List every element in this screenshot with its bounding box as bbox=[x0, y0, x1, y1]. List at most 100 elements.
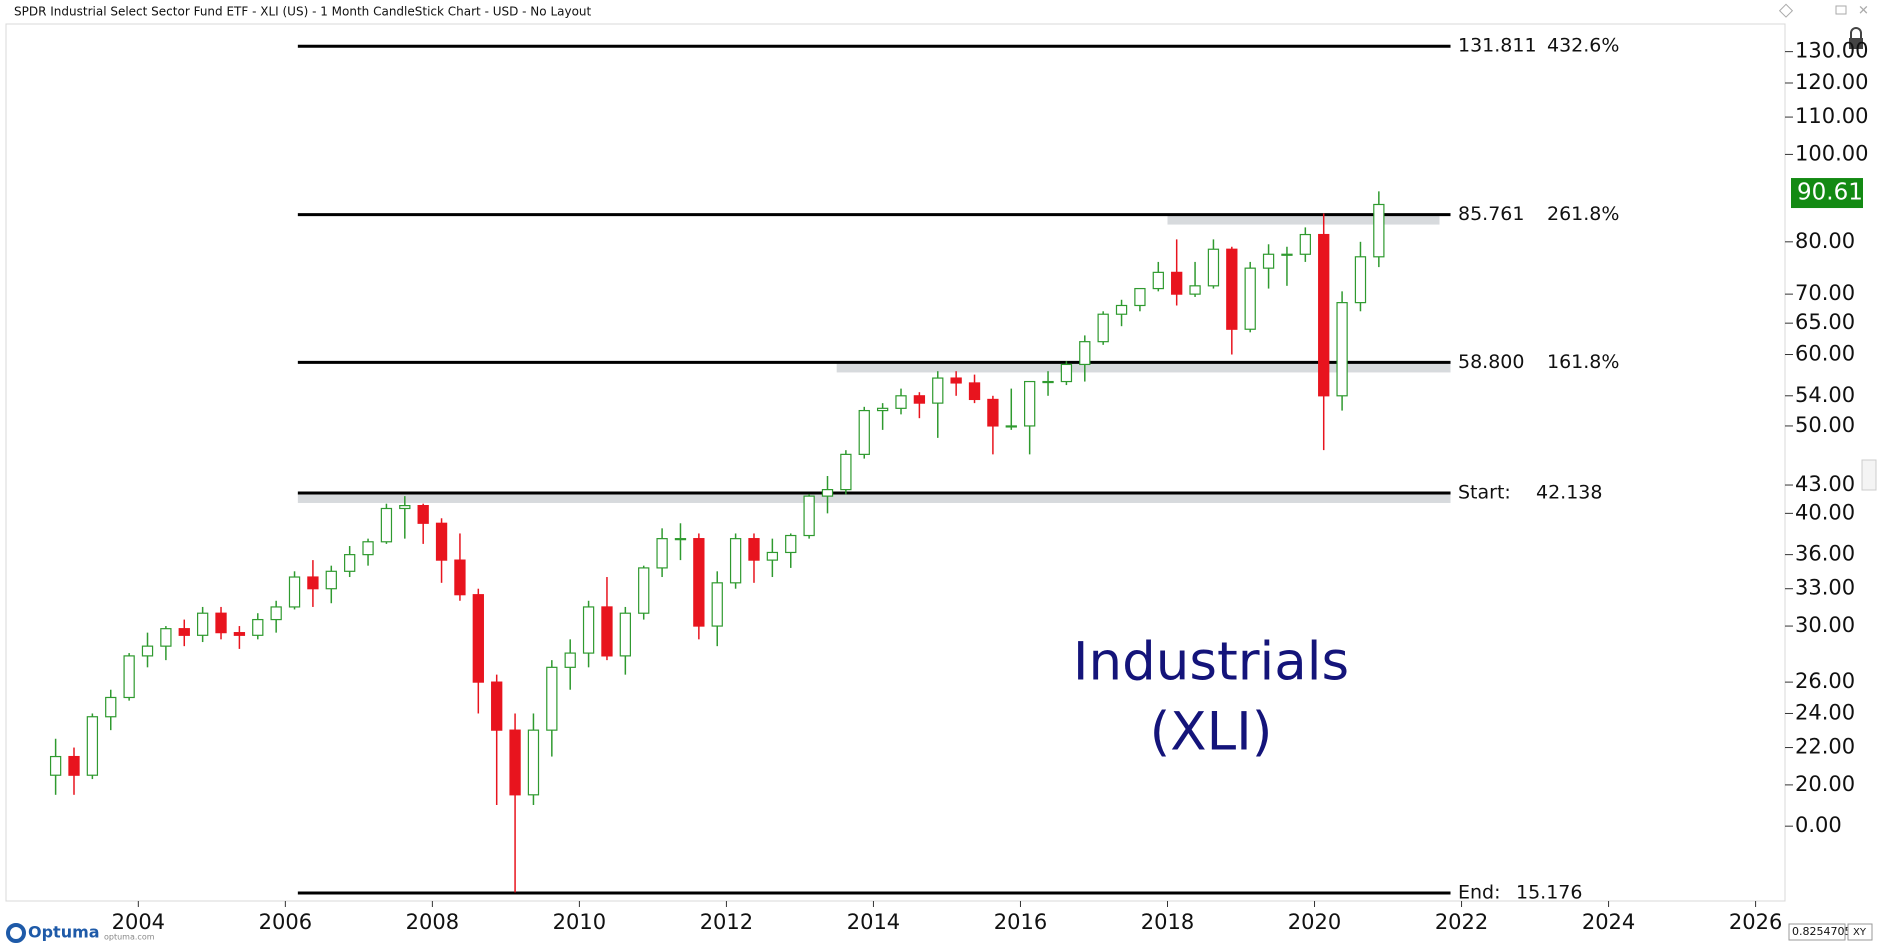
candle-body bbox=[619, 612, 631, 657]
y-tick-label: 70.00 bbox=[1795, 281, 1855, 305]
side-handle[interactable] bbox=[1861, 459, 1877, 491]
x-tick-label: 2012 bbox=[700, 910, 753, 934]
y-tick-label: 40.00 bbox=[1795, 500, 1855, 524]
y-tick-label: 22.00 bbox=[1795, 735, 1855, 759]
candle-body bbox=[987, 398, 999, 427]
candle-body bbox=[693, 538, 705, 627]
y-tick-label: 65.00 bbox=[1795, 310, 1855, 334]
candle-body bbox=[252, 618, 264, 636]
candle-body bbox=[674, 538, 687, 541]
x-tick-label: 2020 bbox=[1288, 910, 1341, 934]
annotation: (XLI) bbox=[1150, 702, 1273, 763]
candle-body bbox=[454, 559, 466, 596]
y-tick-label: 120.00 bbox=[1795, 70, 1868, 94]
x-tick-label: 2026 bbox=[1729, 910, 1782, 934]
y-tick-label: 100.00 bbox=[1795, 141, 1868, 165]
y-tick-label: 0.00 bbox=[1795, 813, 1842, 837]
candle-body bbox=[288, 576, 301, 608]
candle-body bbox=[858, 409, 870, 455]
level-prefix: End: bbox=[1458, 882, 1501, 904]
level-value: 15.176 bbox=[1516, 882, 1582, 904]
close-icon[interactable]: ✕ bbox=[1858, 4, 1869, 19]
candle-body bbox=[307, 576, 319, 590]
candle-body bbox=[1115, 304, 1128, 315]
level-suffix: 432.6% bbox=[1547, 35, 1619, 57]
x-tick-label: 2018 bbox=[1141, 910, 1194, 934]
candle-body bbox=[711, 582, 723, 627]
candle-body bbox=[380, 507, 393, 543]
y-tick-label: 36.00 bbox=[1795, 542, 1855, 566]
x-tick-label: 2016 bbox=[994, 910, 1047, 934]
candle-body bbox=[270, 606, 282, 621]
level-value: 42.138 bbox=[1536, 481, 1602, 503]
candle-body bbox=[160, 628, 172, 647]
candle-body bbox=[766, 551, 779, 561]
x-tick-label: 2014 bbox=[847, 910, 900, 934]
y-tick-label: 80.00 bbox=[1795, 229, 1855, 253]
annotation: Industrials bbox=[1073, 632, 1349, 693]
candle-body bbox=[1060, 363, 1073, 383]
candle-body bbox=[1079, 341, 1091, 366]
candle-body bbox=[1281, 253, 1293, 256]
level-band bbox=[836, 362, 1451, 373]
candle-body bbox=[435, 522, 448, 561]
candle-body bbox=[325, 570, 337, 590]
y-tick-label: 43.00 bbox=[1795, 472, 1855, 496]
candle-body bbox=[546, 666, 558, 731]
chart-title: SPDR Industrial Select Sector Fund ETF -… bbox=[14, 5, 592, 19]
x-tick-label: 2006 bbox=[259, 910, 312, 934]
x-tick-label: 2024 bbox=[1582, 910, 1635, 934]
logo-mark bbox=[6, 923, 26, 943]
candle-body bbox=[68, 755, 80, 776]
candle-body bbox=[1226, 248, 1238, 330]
level-band bbox=[1167, 214, 1440, 225]
y-tick-label: 30.00 bbox=[1795, 613, 1855, 637]
candle-body bbox=[876, 407, 889, 412]
window-icons: ✕ bbox=[1778, 3, 1869, 49]
candle-body bbox=[950, 377, 962, 384]
lock-icon[interactable] bbox=[1849, 38, 1863, 49]
candle-body bbox=[1097, 313, 1109, 343]
xy-button[interactable] bbox=[1847, 923, 1873, 941]
candle-body bbox=[748, 538, 760, 561]
candle-body bbox=[178, 628, 190, 636]
candle-body bbox=[362, 541, 374, 556]
xy-label[interactable]: XY bbox=[1853, 927, 1867, 938]
candle-body bbox=[1024, 380, 1036, 427]
optuma-logo: Optuma optuma.com bbox=[6, 923, 155, 943]
candle-body bbox=[233, 632, 246, 636]
y-tick-label: 130.00 bbox=[1795, 39, 1868, 63]
y-tick-label: 24.00 bbox=[1795, 700, 1855, 724]
candle-body bbox=[1152, 271, 1164, 290]
candle-body bbox=[1207, 248, 1220, 287]
x-tick-label: 2004 bbox=[112, 910, 165, 934]
icon[interactable] bbox=[1778, 3, 1794, 18]
candle-body bbox=[1354, 256, 1367, 304]
lock-shackle bbox=[1850, 27, 1862, 38]
plot-frame bbox=[5, 23, 1786, 902]
candle-body bbox=[1244, 267, 1256, 330]
candle-body bbox=[564, 652, 576, 668]
candle-body bbox=[105, 696, 117, 718]
candle-body bbox=[509, 729, 521, 796]
level-band bbox=[297, 492, 1451, 503]
candle-body bbox=[344, 554, 356, 572]
candle-body bbox=[49, 755, 62, 776]
candle-body bbox=[1171, 271, 1183, 295]
candle-body bbox=[472, 594, 484, 683]
icon[interactable] bbox=[1835, 5, 1847, 15]
candle-body bbox=[1336, 302, 1348, 397]
candle-body bbox=[638, 567, 650, 614]
candle-body bbox=[821, 489, 834, 497]
level-prefix: Start: bbox=[1458, 481, 1511, 503]
y-tick-label: 54.00 bbox=[1795, 383, 1855, 407]
candle-body bbox=[417, 505, 429, 524]
candle-body bbox=[1373, 203, 1385, 258]
candle-body bbox=[196, 612, 209, 636]
candle-body bbox=[141, 645, 154, 657]
y-tick-label: 60.00 bbox=[1795, 342, 1855, 366]
y-tick-label: 110.00 bbox=[1795, 104, 1868, 128]
candle-body bbox=[895, 395, 907, 409]
candle-body bbox=[601, 606, 613, 657]
